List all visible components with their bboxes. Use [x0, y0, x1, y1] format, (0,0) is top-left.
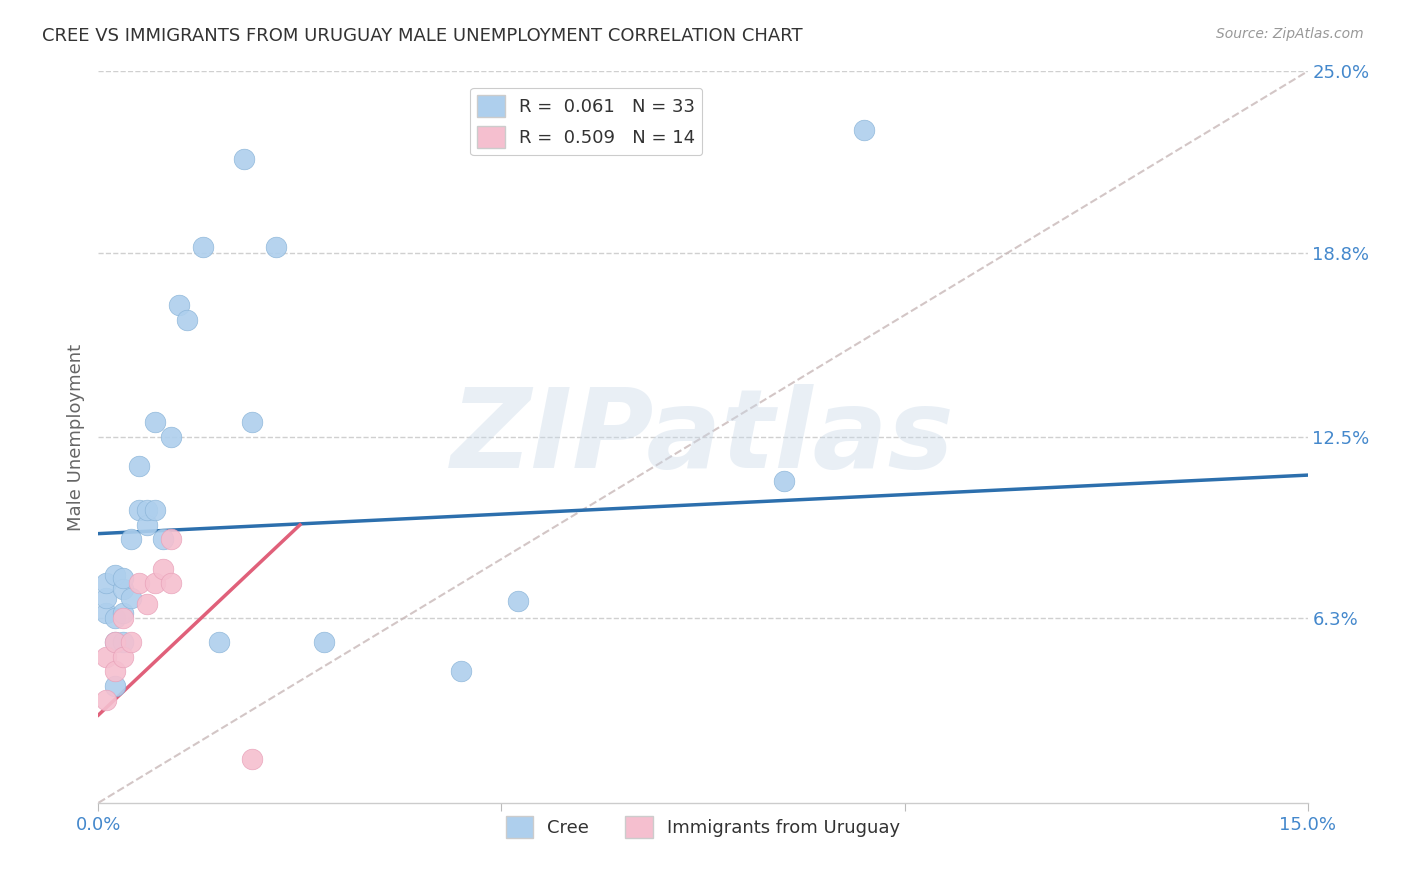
Point: [450, 664, 472, 678]
Point: [506, 594, 529, 608]
Point: [111, 611, 134, 625]
Point: [314, 635, 336, 649]
Point: [160, 430, 183, 444]
Text: CREE VS IMMIGRANTS FROM URUGUAY MALE UNEMPLOYMENT CORRELATION CHART: CREE VS IMMIGRANTS FROM URUGUAY MALE UNE…: [42, 27, 803, 45]
Point: [103, 679, 125, 693]
Point: [135, 597, 157, 611]
Y-axis label: Male Unemployment: Male Unemployment: [66, 343, 84, 531]
Point: [103, 611, 125, 625]
Point: [96, 649, 118, 664]
Point: [264, 240, 287, 254]
Point: [111, 582, 134, 597]
Point: [103, 567, 125, 582]
Point: [128, 503, 150, 517]
Point: [772, 474, 794, 488]
Point: [143, 503, 166, 517]
Text: ZIPatlas: ZIPatlas: [451, 384, 955, 491]
Point: [143, 576, 166, 591]
Point: [96, 576, 118, 591]
Point: [135, 517, 157, 532]
Point: [111, 635, 134, 649]
Point: [120, 635, 142, 649]
Point: [120, 533, 142, 547]
Point: [128, 576, 150, 591]
Point: [232, 152, 254, 166]
Point: [152, 533, 174, 547]
Point: [193, 240, 215, 254]
Point: [103, 664, 125, 678]
Point: [111, 649, 134, 664]
Point: [208, 635, 231, 649]
Point: [240, 752, 263, 766]
Point: [111, 606, 134, 620]
Point: [160, 576, 183, 591]
Point: [240, 416, 263, 430]
Point: [853, 123, 876, 137]
Point: [96, 693, 118, 707]
Point: [143, 416, 166, 430]
Point: [176, 313, 198, 327]
Point: [160, 533, 183, 547]
Point: [152, 562, 174, 576]
Point: [103, 635, 125, 649]
Point: [96, 606, 118, 620]
Legend: Cree, Immigrants from Uruguay: Cree, Immigrants from Uruguay: [499, 808, 907, 845]
Point: [111, 570, 134, 584]
Point: [135, 503, 157, 517]
Point: [120, 591, 142, 605]
Point: [128, 459, 150, 474]
Text: Source: ZipAtlas.com: Source: ZipAtlas.com: [1216, 27, 1364, 41]
Point: [103, 635, 125, 649]
Point: [167, 298, 190, 312]
Point: [96, 591, 118, 605]
